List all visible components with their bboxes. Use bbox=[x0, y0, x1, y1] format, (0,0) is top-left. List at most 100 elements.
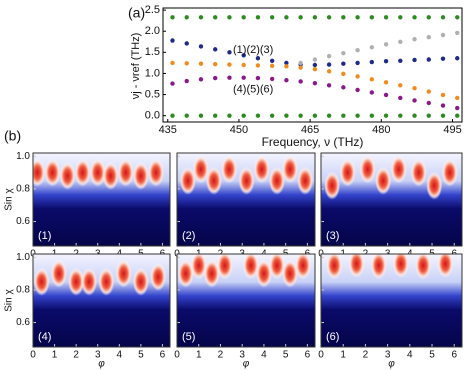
point bbox=[412, 98, 417, 103]
lobe bbox=[89, 158, 106, 187]
point bbox=[184, 113, 189, 118]
point bbox=[255, 56, 261, 61]
lobe bbox=[117, 158, 134, 187]
point bbox=[455, 113, 460, 118]
lobe bbox=[147, 158, 164, 187]
point bbox=[213, 113, 218, 118]
point bbox=[398, 15, 403, 20]
panel-label: (2) bbox=[182, 230, 195, 242]
point bbox=[312, 62, 318, 68]
point bbox=[269, 58, 275, 63]
point bbox=[184, 41, 189, 46]
x-tick-label: 2 bbox=[218, 350, 224, 361]
point bbox=[355, 113, 360, 118]
point bbox=[198, 61, 204, 66]
point bbox=[326, 62, 332, 67]
lobe bbox=[102, 161, 119, 190]
point bbox=[227, 15, 232, 20]
x-tick-label: 0 bbox=[318, 350, 324, 361]
point bbox=[213, 47, 218, 52]
lobe bbox=[68, 267, 85, 296]
point bbox=[198, 113, 204, 118]
point bbox=[255, 15, 261, 20]
lobe bbox=[44, 158, 61, 187]
plot-frame bbox=[162, 7, 463, 123]
point bbox=[355, 74, 360, 79]
point bbox=[369, 45, 375, 50]
lobe bbox=[255, 259, 272, 288]
point bbox=[227, 50, 232, 55]
y-tick-label: 1.0 bbox=[16, 151, 30, 162]
y-tick-label: 0.0 bbox=[145, 110, 160, 122]
y-tick-label: 1.5 bbox=[145, 46, 160, 58]
point bbox=[398, 39, 403, 44]
lobe bbox=[150, 262, 167, 291]
point bbox=[227, 113, 232, 118]
plot-frame bbox=[176, 253, 316, 348]
point bbox=[412, 113, 417, 118]
point bbox=[369, 59, 375, 65]
point bbox=[213, 15, 218, 20]
point bbox=[255, 63, 261, 68]
lobe bbox=[359, 155, 376, 184]
lobe bbox=[392, 254, 409, 278]
x-tick-label: 4 bbox=[261, 350, 267, 361]
x-axis-label: φ bbox=[388, 359, 395, 370]
x-axis-label: φ bbox=[98, 359, 105, 370]
point bbox=[326, 53, 332, 59]
lobe bbox=[205, 166, 222, 195]
panel-label: (3) bbox=[326, 230, 339, 242]
point bbox=[369, 77, 375, 82]
point bbox=[440, 15, 446, 20]
point bbox=[298, 113, 303, 118]
x-tick-label: 2 bbox=[73, 350, 79, 361]
point bbox=[455, 30, 460, 36]
point bbox=[455, 15, 460, 20]
point bbox=[170, 38, 175, 43]
point bbox=[383, 80, 389, 85]
y-axis-label: Sin χ bbox=[4, 188, 15, 211]
panel-label: (4) bbox=[38, 331, 51, 343]
point bbox=[241, 53, 246, 58]
x-tick-label: 480 bbox=[372, 124, 390, 136]
y-tick-label: 2.5 bbox=[145, 4, 160, 16]
point bbox=[440, 113, 446, 118]
x-tick-label: 6 bbox=[305, 350, 311, 361]
y-tick-label: 0.6 bbox=[16, 216, 30, 227]
point bbox=[312, 67, 318, 72]
figure-label: (b) bbox=[4, 128, 21, 144]
point bbox=[255, 113, 261, 118]
lobe bbox=[324, 171, 341, 200]
point bbox=[341, 61, 346, 66]
point bbox=[198, 15, 204, 20]
x-tick-label: 0 bbox=[174, 350, 180, 361]
plot-frame bbox=[320, 152, 463, 247]
lobe bbox=[115, 259, 132, 288]
point bbox=[412, 37, 417, 42]
x-tick-label: 3 bbox=[385, 350, 391, 361]
y-tick-label: 0.6 bbox=[16, 317, 30, 328]
x-tick-label: 1 bbox=[196, 350, 202, 361]
point bbox=[241, 15, 246, 20]
lobe bbox=[390, 155, 407, 184]
lobe bbox=[190, 254, 207, 280]
point bbox=[440, 32, 446, 38]
point bbox=[355, 87, 360, 93]
x-tick-label: 5 bbox=[283, 350, 289, 361]
point bbox=[284, 64, 289, 69]
point bbox=[241, 75, 246, 80]
x-tick-label: 5 bbox=[429, 350, 435, 361]
x-tick-label: 0 bbox=[30, 350, 36, 361]
point bbox=[241, 113, 246, 118]
point bbox=[355, 60, 360, 66]
lobe bbox=[375, 166, 392, 195]
point bbox=[412, 57, 417, 63]
point bbox=[369, 15, 375, 20]
x-tick-label: 4 bbox=[407, 350, 413, 361]
point bbox=[355, 48, 360, 53]
x-axis-label: Frequency, ν (THz) bbox=[262, 135, 364, 149]
lobe bbox=[348, 254, 365, 278]
y-tick-label: 0.8 bbox=[16, 184, 30, 195]
point bbox=[426, 100, 431, 106]
lobe bbox=[179, 166, 196, 195]
